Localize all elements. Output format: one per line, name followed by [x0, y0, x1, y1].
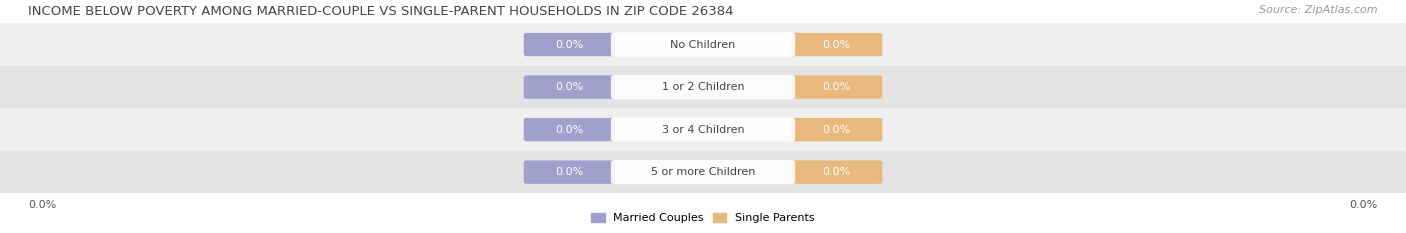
Bar: [0, 108, 1406, 151]
FancyBboxPatch shape: [790, 161, 883, 184]
FancyBboxPatch shape: [524, 75, 616, 99]
Text: 5 or more Children: 5 or more Children: [651, 167, 755, 177]
FancyBboxPatch shape: [612, 117, 796, 142]
Legend: Married Couples, Single Parents: Married Couples, Single Parents: [586, 208, 820, 227]
Text: Source: ZipAtlas.com: Source: ZipAtlas.com: [1260, 5, 1378, 15]
Text: 0.0%: 0.0%: [28, 200, 56, 210]
Text: 0.0%: 0.0%: [823, 40, 851, 50]
Text: 0.0%: 0.0%: [555, 167, 583, 177]
FancyBboxPatch shape: [790, 33, 883, 56]
Text: 0.0%: 0.0%: [555, 82, 583, 92]
FancyBboxPatch shape: [524, 118, 616, 141]
Text: No Children: No Children: [671, 40, 735, 50]
Text: 3 or 4 Children: 3 or 4 Children: [662, 125, 744, 135]
FancyBboxPatch shape: [612, 160, 796, 184]
Text: 0.0%: 0.0%: [555, 40, 583, 50]
FancyBboxPatch shape: [524, 161, 616, 184]
Text: 0.0%: 0.0%: [823, 167, 851, 177]
FancyBboxPatch shape: [612, 32, 796, 57]
Text: 0.0%: 0.0%: [823, 125, 851, 135]
FancyBboxPatch shape: [524, 33, 616, 56]
Text: INCOME BELOW POVERTY AMONG MARRIED-COUPLE VS SINGLE-PARENT HOUSEHOLDS IN ZIP COD: INCOME BELOW POVERTY AMONG MARRIED-COUPL…: [28, 5, 734, 18]
Text: 0.0%: 0.0%: [823, 82, 851, 92]
Text: 1 or 2 Children: 1 or 2 Children: [662, 82, 744, 92]
FancyBboxPatch shape: [612, 75, 796, 99]
Text: 0.0%: 0.0%: [1350, 200, 1378, 210]
Bar: [0, 66, 1406, 108]
Text: 0.0%: 0.0%: [555, 125, 583, 135]
FancyBboxPatch shape: [790, 75, 883, 99]
FancyBboxPatch shape: [790, 118, 883, 141]
Bar: [0, 23, 1406, 66]
Bar: [0, 151, 1406, 193]
